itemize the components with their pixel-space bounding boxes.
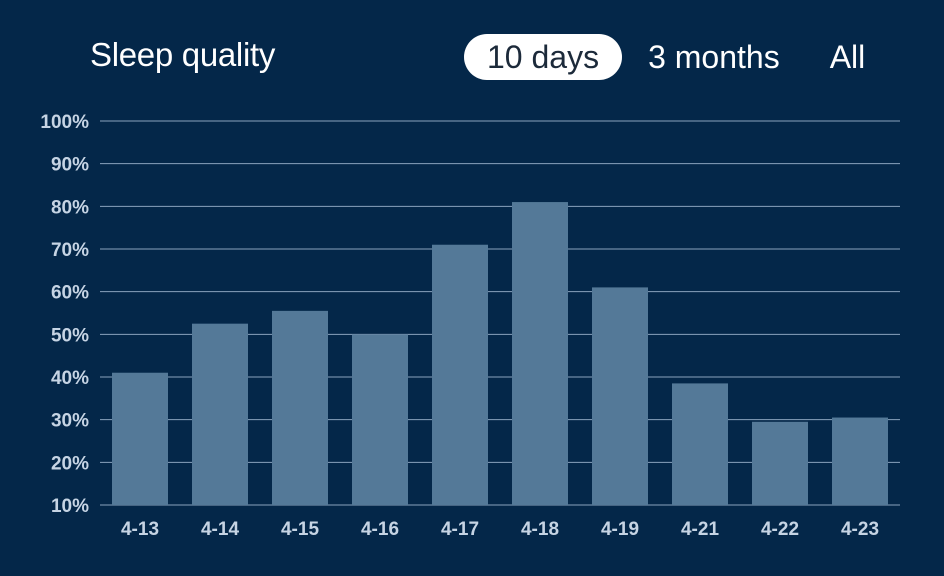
x-tick-label: 4-23 — [841, 519, 879, 540]
time-range-tabs: 10 days 3 months All — [464, 34, 865, 80]
tab-10-days[interactable]: 10 days — [464, 34, 623, 80]
bar-4-16[interactable] — [352, 334, 408, 505]
y-tick-label: 20% — [51, 453, 89, 474]
x-tick-label: 4-13 — [121, 519, 159, 540]
x-tick-label: 4-14 — [201, 519, 239, 540]
x-tick-label: 4-19 — [601, 519, 639, 540]
bar-4-19[interactable] — [592, 287, 648, 505]
x-tick-label: 4-15 — [281, 519, 319, 540]
chart-title: Sleep quality — [90, 36, 276, 73]
y-tick-label: 60% — [51, 283, 89, 304]
x-tick-label: 4-22 — [761, 519, 799, 540]
y-tick-label: 40% — [51, 368, 89, 389]
y-tick-label: 80% — [51, 197, 89, 218]
y-tick-label: 100% — [40, 112, 89, 133]
bar-4-21[interactable] — [672, 383, 728, 505]
bar-4-13[interactable] — [112, 372, 168, 505]
bar-4-17[interactable] — [432, 244, 488, 505]
bar-4-18[interactable] — [512, 202, 568, 506]
x-tick-label: 4-18 — [521, 519, 559, 540]
x-tick-label: 4-17 — [441, 519, 479, 540]
y-tick-label: 90% — [51, 155, 89, 176]
tab-all[interactable]: All — [829, 39, 866, 75]
y-tick-label: 10% — [51, 496, 89, 517]
y-tick-label: 30% — [51, 411, 89, 432]
tab-3-months[interactable]: 3 months — [648, 39, 780, 75]
x-tick-label: 4-16 — [361, 519, 399, 540]
y-tick-label: 50% — [51, 325, 89, 346]
y-tick-label: 70% — [51, 240, 89, 261]
bar-4-23[interactable] — [832, 417, 888, 505]
bar-4-15[interactable] — [272, 310, 328, 505]
bar-4-14[interactable] — [192, 323, 248, 505]
x-tick-label: 4-21 — [681, 519, 719, 540]
bar-4-22[interactable] — [752, 421, 808, 505]
